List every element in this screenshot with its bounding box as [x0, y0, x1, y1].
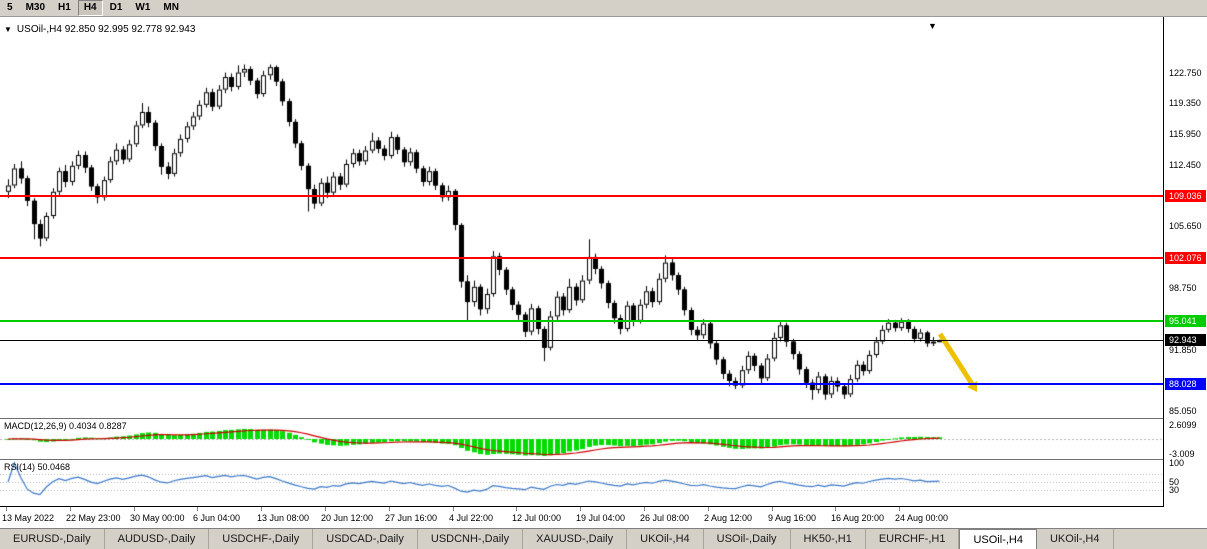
tab-usdcnh-daily[interactable]: USDCNH-,Daily — [418, 529, 524, 549]
tab-xauusd-daily[interactable]: XAUUSD-,Daily — [523, 529, 628, 549]
symbol-tabbar: EURUSD-,Daily AUDUSD-,Daily USDCHF-,Daily U… — [0, 528, 1207, 549]
time-label: 4 Jul 22:00 — [449, 513, 494, 523]
tab-eurusd-daily[interactable]: EURUSD-,Daily — [0, 529, 105, 549]
price-tick: 98.750 — [1169, 283, 1197, 294]
time-label: 19 Jul 04:00 — [576, 513, 626, 523]
period-button-d1[interactable]: D1 — [109, 2, 123, 13]
tab-usoil-h4[interactable]: USOil-,H4 — [959, 529, 1037, 549]
tab-usoil-daily[interactable]: USOil-,Daily — [704, 529, 791, 549]
price-tick: 119.350 — [1169, 98, 1201, 109]
price-badge-support-green: 95.041 — [1165, 315, 1206, 327]
hline-resistance-red-lower[interactable] — [0, 257, 1163, 259]
time-label: 24 Aug 00:00 — [895, 513, 949, 523]
price-tick: 91.850 — [1169, 345, 1197, 356]
rsi-label: RSI(14) 50.0468 — [4, 462, 71, 472]
time-label: 22 May 23:00 — [66, 513, 121, 523]
time-label: 9 Aug 16:00 — [768, 513, 817, 523]
time-label: 27 Jun 16:00 — [385, 513, 438, 523]
price-tick: 85.050 — [1169, 406, 1197, 416]
time-label: 13 May 2022 — [2, 513, 55, 523]
hline-support-green[interactable] — [0, 320, 1163, 322]
period-button-h1[interactable]: H1 — [58, 2, 71, 13]
rsi-pane: RSI(14) 50.0468 — [0, 460, 1163, 507]
hline-resistance-red-upper[interactable] — [0, 195, 1163, 197]
main-price-pane: ▼ USOil-,H4 92.850 92.995 92.778 92.943 … — [0, 17, 1163, 419]
hline-support-blue[interactable] — [0, 383, 1163, 385]
chart-title: ▼ USOil-,H4 92.850 92.995 92.778 92.943 — [4, 24, 195, 35]
macd-label: MACD(12,26,9) 0.4034 0.8287 — [4, 421, 127, 431]
price-badge-support-blue: 88.028 — [1165, 378, 1206, 390]
time-label: 26 Jul 08:00 — [640, 513, 690, 523]
rsi-axis-label: 100 — [1169, 458, 1185, 468]
tab-ukoil-h4[interactable]: UKOil-,H4 — [1037, 529, 1114, 549]
time-label: 16 Aug 20:00 — [831, 513, 885, 523]
price-tick: 115.950 — [1169, 128, 1201, 139]
hline-current-price[interactable] — [0, 340, 1163, 341]
time-label: 30 May 00:00 — [130, 513, 185, 523]
rsi-canvas — [0, 460, 1163, 506]
tab-hk50-h1[interactable]: HK50-,H1 — [791, 529, 866, 549]
tab-audusd-daily[interactable]: AUDUSD-,Daily — [105, 529, 210, 549]
macd-canvas — [0, 419, 1163, 459]
time-label: 13 Jun 08:00 — [257, 513, 310, 523]
price-tick: 112.450 — [1169, 160, 1201, 171]
quote-text: USOil-,H4 92.850 92.995 92.778 92.943 — [16, 24, 196, 35]
rsi-axis-label: 50 — [1169, 477, 1180, 487]
time-axis[interactable]: 13 May 2022 22 May 23:00 30 May 00:00 6 Jun… — [0, 507, 1207, 528]
dropdown-icon: ▼ — [4, 24, 12, 34]
chart-shift-icon: ▼ — [928, 21, 937, 31]
sell-arrow[interactable] — [930, 322, 1000, 412]
rsi-axis-label: 30 — [1169, 485, 1180, 495]
price-tick: 122.750 — [1169, 68, 1202, 78]
tab-eurchf-h1[interactable]: EURCHF-,H1 — [866, 529, 960, 549]
period-button-w1[interactable]: W1 — [135, 2, 151, 13]
period-button-h4[interactable]: H4 — [77, 0, 103, 16]
candlestick-chart-canvas[interactable] — [0, 17, 1163, 418]
tab-usdcad-daily[interactable]: USDCAD-,Daily — [313, 529, 418, 549]
period-button-m30[interactable]: M30 — [25, 2, 46, 13]
macd-axis-bottom: -3.009 — [1169, 449, 1195, 459]
price-badge-resistance-red-lower: 102.076 — [1165, 252, 1206, 264]
macd-axis-top: 2.6099 — [1169, 420, 1197, 430]
chart-window: ▼ USOil-,H4 92.850 92.995 92.778 92.943 … — [0, 17, 1207, 528]
time-label: 20 Jun 12:00 — [321, 513, 374, 523]
price-axis[interactable]: 122.750 119.350 115.950 112.450 105.650 98.75… — [1163, 17, 1207, 507]
time-label: 6 Jun 04:00 — [193, 513, 241, 523]
price-tick: 105.650 — [1169, 221, 1202, 232]
period-toolbar: 5 M30 H1 H4 D1 W1 MN — [0, 0, 1207, 17]
price-badge-resistance-red-upper: 109.036 — [1165, 190, 1206, 202]
time-label: 2 Aug 12:00 — [704, 513, 753, 523]
time-label: 12 Jul 00:00 — [512, 513, 562, 523]
tab-usdchf-daily[interactable]: USDCHF-,Daily — [209, 529, 314, 549]
macd-pane: MACD(12,26,9) 0.4034 0.8287 — [0, 419, 1163, 460]
price-badge-current-price: 92.943 — [1165, 334, 1206, 346]
tab-ukoil-h4[interactable]: UKOil-,H4 — [627, 529, 704, 549]
period-button-mn[interactable]: MN — [163, 2, 179, 13]
period-button-5[interactable]: 5 — [7, 2, 13, 13]
